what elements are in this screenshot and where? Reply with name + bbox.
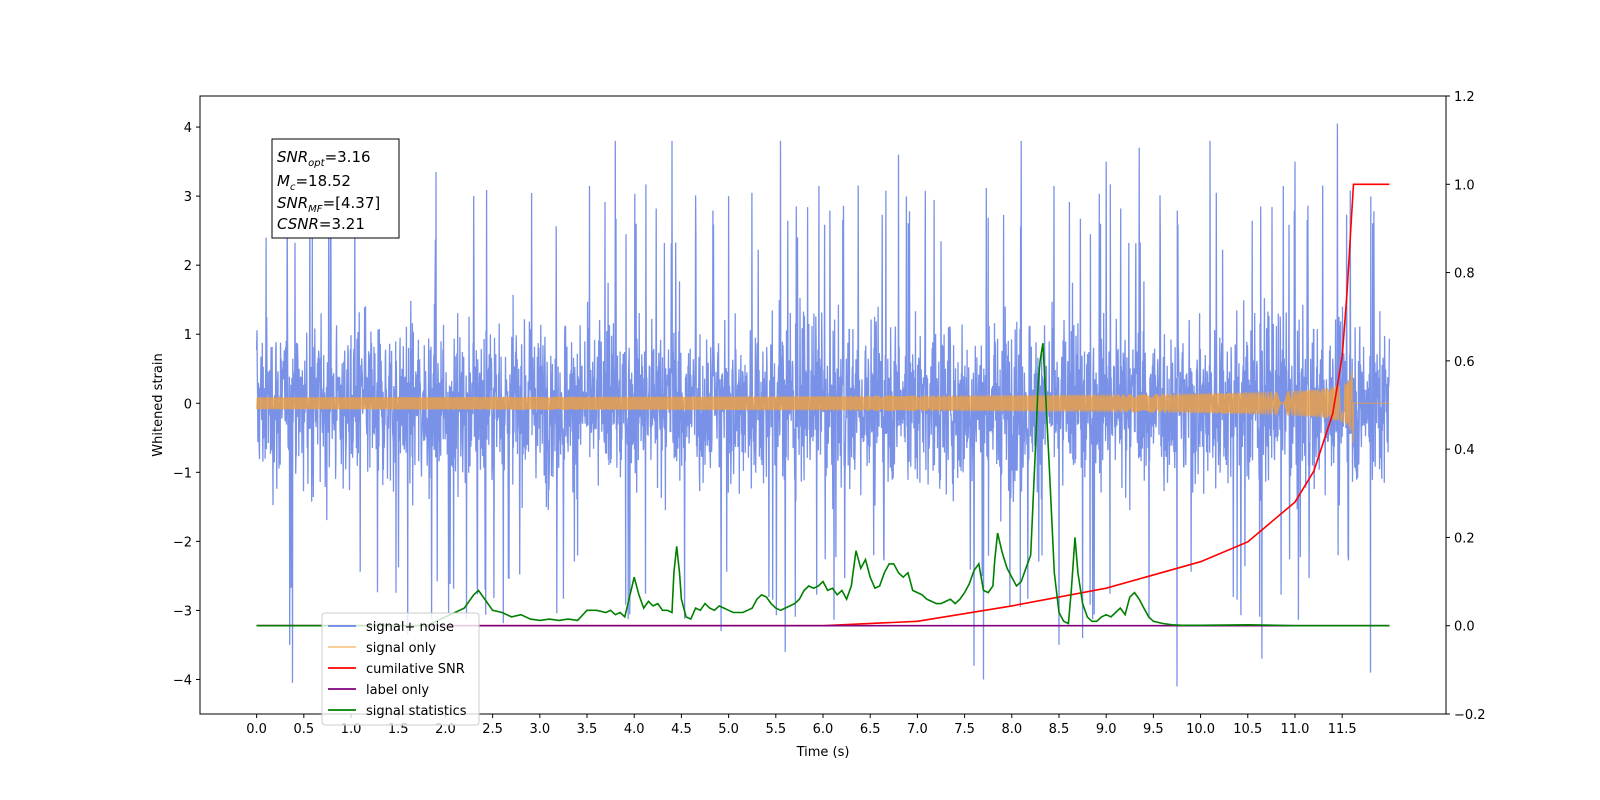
x-tick-label: 0.0 xyxy=(246,722,267,737)
y2-tick-label: 0.6 xyxy=(1454,355,1475,370)
stat-snr-opt: SNRopt=3.16 xyxy=(277,148,371,169)
y2-tick-label: 0.8 xyxy=(1454,267,1475,282)
legend-label: signal statistics xyxy=(366,704,467,719)
y-tick-label: 3 xyxy=(184,190,192,205)
stats-box: SNRopt=3.16 Mc=18.52 SNRMF=[4.37] CSNR=3… xyxy=(271,138,400,239)
x-tick-label: 5.5 xyxy=(765,722,786,737)
stats-box-frame xyxy=(271,138,400,239)
y-tick-label: 4 xyxy=(184,121,192,136)
y-tick-label: −1 xyxy=(173,466,192,481)
x-tick-label: 10.0 xyxy=(1186,722,1215,737)
x-tick-label: 8.0 xyxy=(1001,722,1022,737)
stat-csnr: CSNR=3.21 xyxy=(277,215,365,233)
x-tick-label: 3.5 xyxy=(577,722,598,737)
x-tick-label: 6.5 xyxy=(860,722,881,737)
x-tick-label: 1.0 xyxy=(341,722,362,737)
y2-tick-label: 0.2 xyxy=(1454,531,1475,546)
x-tick-label: 10.5 xyxy=(1233,722,1262,737)
x-tick-label: 5.0 xyxy=(718,722,739,737)
legend-label: signal+ noise xyxy=(366,620,454,635)
series-signal-only-line xyxy=(256,370,1390,443)
y-tick-label: −2 xyxy=(173,535,192,550)
x-tick-label: 4.5 xyxy=(671,722,692,737)
y2-tick-label: 0.0 xyxy=(1454,620,1475,635)
axes: 0.0 0.5 1.0 1.5 2.0 2.5 3.0 3.5 4.0 4.5 5.0 5.5 6.0 6… xyxy=(151,90,1486,760)
y-axis-label: Whitened strain xyxy=(151,353,166,456)
y2-tick-label: −0.2 xyxy=(1454,708,1486,723)
legend-label: cumilative SNR xyxy=(366,662,465,677)
y-tick-label: 1 xyxy=(184,328,192,343)
y-tick-label: 0 xyxy=(184,397,192,412)
x-tick-label: 9.5 xyxy=(1143,722,1164,737)
x-tick-label: 1.5 xyxy=(388,722,409,737)
x-tick-label: 4.0 xyxy=(624,722,645,737)
legend: signal+ noise signal only cumilative SNR la… xyxy=(321,612,480,726)
x-tick-label: 11.5 xyxy=(1328,722,1357,737)
legend-label: label only xyxy=(366,683,429,698)
y-tick-label: −3 xyxy=(173,604,192,619)
x-tick-label: 8.5 xyxy=(1049,722,1070,737)
x-tick-label: 2.0 xyxy=(435,722,456,737)
series-cumilative-snr-line xyxy=(256,183,1390,627)
legend-label: signal only xyxy=(366,641,436,656)
series-signal-statistics-line xyxy=(256,343,1390,627)
stat-snr-mf: SNRMF=[4.37] xyxy=(277,194,380,215)
x-tick-label: 7.0 xyxy=(907,722,928,737)
x-tick-label: 11.0 xyxy=(1280,722,1309,737)
x-tick-label: 0.5 xyxy=(293,722,314,737)
x-tick-label: 6.0 xyxy=(813,722,834,737)
x-tick-label: 2.5 xyxy=(482,722,503,737)
x-tick-label: 7.5 xyxy=(954,722,975,737)
legend-frame xyxy=(321,612,480,726)
y-tick-label: 2 xyxy=(184,259,192,274)
x-axis-label: Time (s) xyxy=(796,745,850,760)
stat-chirp-mass: Mc=18.52 xyxy=(277,172,351,193)
y-tick-label: −4 xyxy=(173,673,192,688)
y2-tick-label: 0.4 xyxy=(1454,443,1475,458)
y2-tick-label: 1.0 xyxy=(1454,178,1475,193)
x-tick-label: 9.0 xyxy=(1096,722,1117,737)
y2-tick-label: 1.2 xyxy=(1454,90,1475,105)
x-tick-label: 3.0 xyxy=(529,722,550,737)
